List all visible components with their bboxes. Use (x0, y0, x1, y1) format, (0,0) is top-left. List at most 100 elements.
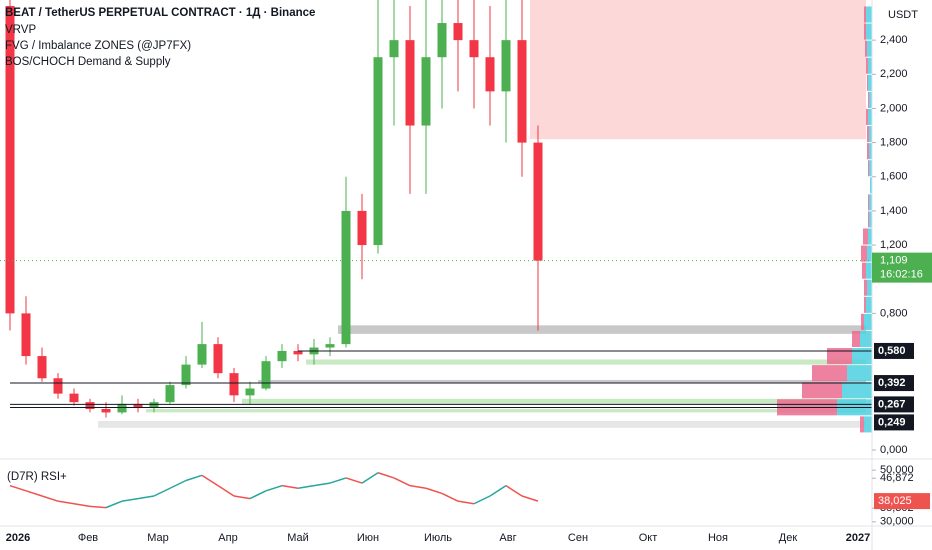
volume-down (862, 262, 866, 279)
candle-body (421, 57, 431, 126)
volume-up (868, 57, 872, 74)
volume-down (864, 279, 867, 296)
rsi-segment (9, 484, 27, 492)
zone (242, 398, 866, 404)
x-tick-label: Ноя (708, 532, 728, 544)
volume-up (868, 228, 872, 245)
x-tick-label: Июль (424, 532, 452, 544)
volume-up (866, 296, 872, 313)
volume-up (866, 23, 872, 40)
volume-down (866, 57, 868, 74)
rsi-segment (489, 485, 507, 497)
candle-body (69, 393, 79, 403)
volume-down (868, 160, 869, 177)
rsi-segment (345, 477, 363, 484)
last-price-label: 1,109 (880, 255, 908, 267)
candle-body (229, 373, 239, 396)
candle-body (405, 40, 415, 126)
rsi-segment (217, 485, 235, 497)
volume-down (868, 194, 869, 211)
volume-down (802, 382, 842, 399)
zone (338, 325, 866, 334)
volume-up (867, 279, 872, 296)
volume-up (860, 330, 872, 348)
candle-body (469, 40, 479, 58)
x-tick-label: Фев (78, 532, 98, 544)
countdown: 16:02:16 (880, 269, 923, 281)
volume-down (867, 74, 868, 91)
zone (98, 420, 866, 428)
candle-body (101, 409, 111, 413)
volume-up (864, 313, 872, 330)
level-label-box (874, 414, 914, 431)
level-label-box (874, 375, 914, 392)
candle-body (245, 388, 255, 396)
last-price-box (872, 252, 932, 283)
candle-body (517, 40, 527, 143)
rsi-segment (281, 484, 299, 489)
candle-body (197, 344, 207, 365)
rsi-segment (89, 505, 107, 509)
candle-body (325, 344, 335, 348)
volume-down (861, 245, 867, 262)
overlay: BEAT / TetherUS PERPETUAL CONTRACT · 1Д … (5, 7, 932, 544)
candle-body (5, 5, 15, 314)
y-tick-label: 46,872 (880, 472, 914, 484)
rsi-segment (425, 487, 443, 495)
rsi-title: (D7R) RSI+ (7, 471, 67, 483)
y-tick-label: 0,800 (880, 307, 908, 319)
volume-up (868, 74, 872, 91)
volume-up (867, 40, 872, 57)
rsi-segment (473, 495, 491, 505)
rsi-segment (329, 477, 347, 484)
rsi-segment (233, 495, 251, 500)
candle-body (373, 57, 383, 246)
volume-up (869, 211, 872, 228)
volume-down (864, 23, 866, 40)
x-tick-label: Май (287, 532, 309, 544)
volume-up (842, 382, 872, 399)
x-tick-label: Сен (568, 532, 588, 544)
indicator: BOS/CHOCH Demand & Supply (5, 56, 171, 68)
candle-body (453, 23, 463, 41)
rsi-segment (25, 490, 43, 497)
volume-up (870, 177, 872, 194)
y-tick-label: 2,400 (880, 34, 908, 46)
rsi-segment (297, 484, 315, 489)
x-tick-label: Мар (147, 532, 169, 544)
indicator: VRVP (5, 24, 36, 36)
rsi-segment (361, 472, 379, 484)
level-label: 0,392 (878, 377, 906, 389)
candle-body (213, 344, 223, 374)
candle-body (53, 378, 63, 394)
x-tick-label: Дек (779, 532, 798, 544)
volume-up (869, 91, 872, 108)
volume-up (864, 416, 872, 433)
rsi-segment (153, 487, 171, 497)
y-tick-label: 1,200 (880, 239, 908, 251)
zone (258, 379, 866, 384)
candle-body (389, 40, 399, 58)
candle-body (485, 57, 495, 92)
rsi-segment (73, 503, 91, 508)
rsi-segment (57, 500, 75, 505)
rsi-segment (313, 482, 331, 487)
volume-up (852, 348, 872, 365)
volume-down (864, 6, 866, 23)
level-label: 0,267 (878, 398, 906, 410)
rsi-segment (441, 492, 459, 502)
zone (146, 409, 866, 413)
candle-body (277, 350, 287, 362)
x-tick-label: 2026 (6, 532, 30, 544)
rsi-segment (137, 495, 155, 500)
volume-down (868, 91, 869, 108)
volume-up (869, 126, 872, 143)
zone (306, 359, 866, 365)
zone (530, 0, 866, 140)
volume-down (852, 330, 860, 348)
rsi-segment (169, 479, 187, 489)
volume-down (863, 228, 868, 245)
volume-down (867, 143, 869, 160)
y-tick-label: 0,000 (880, 444, 908, 456)
